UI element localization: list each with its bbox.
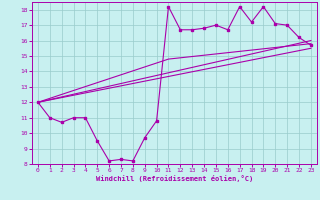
X-axis label: Windchill (Refroidissement éolien,°C): Windchill (Refroidissement éolien,°C) — [96, 175, 253, 182]
